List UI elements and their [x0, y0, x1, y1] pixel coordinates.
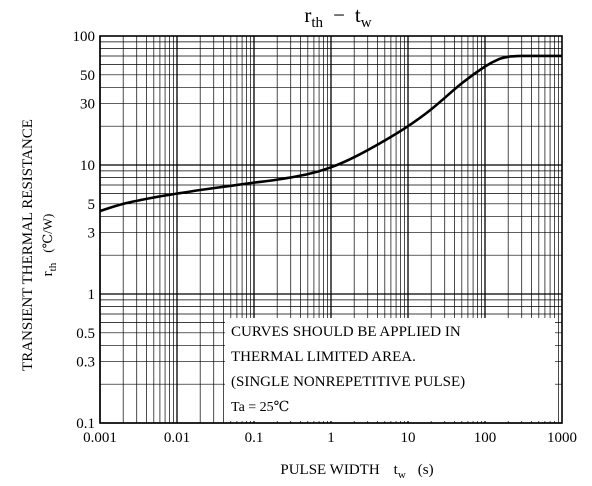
annotation-line-2: THERMAL LIMITED AREA.	[231, 349, 416, 365]
x-tick-label: 1	[327, 430, 335, 446]
y-tick-label: 0.5	[76, 326, 95, 342]
x-tick-label: 0.01	[164, 430, 190, 446]
annotation-line-1: CURVES SHOULD BE APPLIED IN	[231, 324, 461, 340]
y-tick-label: 3	[88, 225, 96, 241]
x-tick-label: 10	[401, 430, 416, 446]
series-line	[99, 54, 562, 213]
y-axis-label-line1: TRANSIENT THERMAL RESISTANCE	[20, 119, 36, 371]
y-tick-label: 10	[80, 158, 95, 174]
chart-title: rth − tw	[304, 3, 371, 31]
annotation-box: CURVES SHOULD BE APPLIED IN THERMAL LIMI…	[225, 318, 555, 421]
y-tick-label: 1	[88, 287, 96, 303]
y-tick-label: 100	[73, 29, 96, 45]
x-axis-label: PULSE WIDTH tw (s)	[280, 462, 433, 481]
y-axis-label-line2: rth(℃/W)	[40, 214, 59, 277]
annotation-background	[225, 318, 555, 421]
series-layer	[99, 54, 562, 213]
y-tick-label: 0.1	[76, 416, 95, 432]
y-tick-label: 50	[80, 68, 95, 84]
y-tick-label: 30	[80, 96, 95, 112]
x-tick-label: 1000	[547, 430, 577, 446]
tick-labels: 0.001 0.01 0.1 1 10 100 1000 0.1 0.3 0.5 1 3 5 10 30 50…	[73, 29, 578, 446]
x-tick-label: 100	[474, 430, 497, 446]
annotation-line-4: Ta = 25℃	[231, 400, 289, 415]
plot-frame	[99, 35, 563, 424]
x-tick-label: 0.1	[245, 430, 264, 446]
x-tick-label: 0.001	[83, 430, 117, 446]
y-tick-label: 5	[88, 197, 96, 213]
annotation-line-3: (SINGLE NONREPETITIVE PULSE)	[231, 374, 465, 390]
y-tick-label: 0.3	[76, 354, 95, 370]
